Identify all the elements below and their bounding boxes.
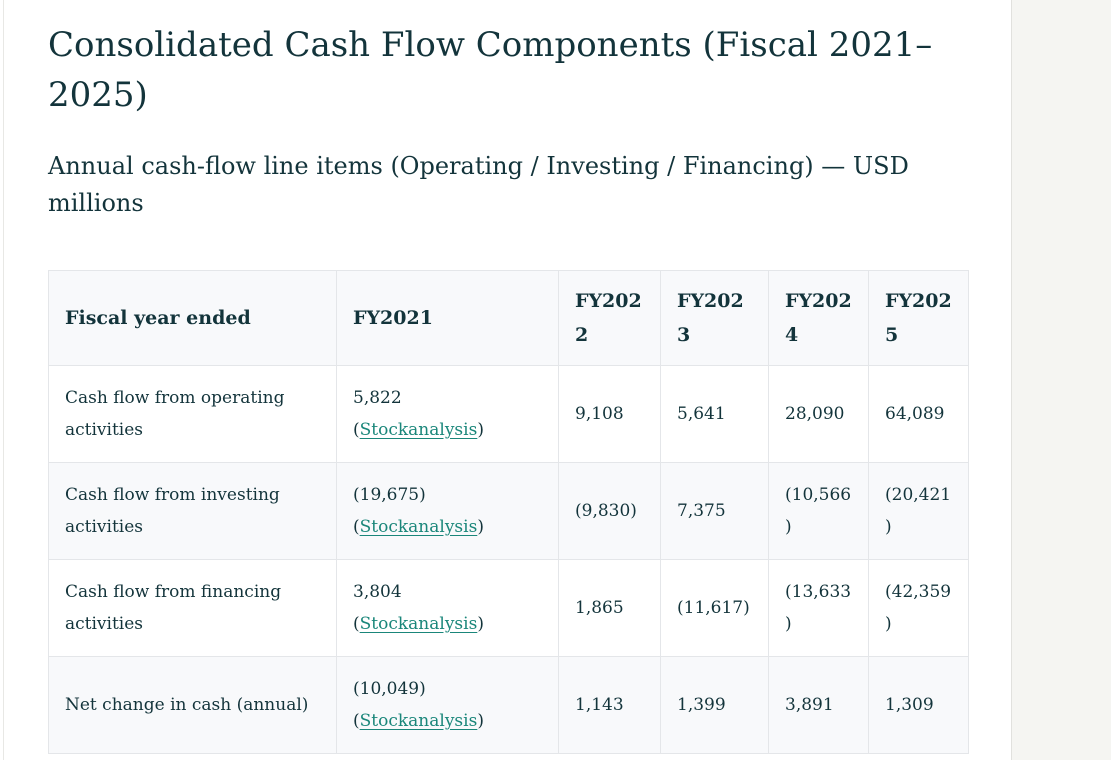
col-header-fy2021: FY2021 <box>336 270 559 366</box>
cell-fy2021: (19,675) (Stockanalysis) <box>336 462 559 560</box>
paren-close: ) <box>477 420 484 440</box>
cell-fy2023: 1,399 <box>660 656 769 754</box>
stockanalysis-link[interactable]: Stockanalysis <box>359 711 478 731</box>
cell-fy2025: 64,089 <box>868 365 969 463</box>
cell-value: 5,822 <box>353 388 402 408</box>
cell-fy2025: 1,309 <box>868 656 969 754</box>
row-investing: Cash flow from investing activities (19,… <box>48 462 969 560</box>
table-header-row: Fiscal year ended FY2021 FY2022 FY2023 F… <box>48 270 969 366</box>
stockanalysis-link[interactable]: Stockanalysis <box>359 614 478 634</box>
cell-fy2023: 7,375 <box>660 462 769 560</box>
cell-label: Cash flow from investing activities <box>48 462 337 560</box>
stockanalysis-link[interactable]: Stockanalysis <box>359 517 478 537</box>
col-header-fy2024: FY2024 <box>768 270 869 366</box>
row-net-change: Net change in cash (annual) (10,049) (St… <box>48 656 969 754</box>
cell-label: Cash flow from operating activities <box>48 365 337 463</box>
col-header-fy2025: FY2025 <box>868 270 969 366</box>
paren-open: ( <box>353 517 360 537</box>
cell-fy2023: 5,641 <box>660 365 769 463</box>
cell-source: (Stockanalysis) <box>353 705 542 737</box>
row-operating: Cash flow from operating activities 5,82… <box>48 365 969 463</box>
cell-fy2021: 5,822 (Stockanalysis) <box>336 365 559 463</box>
page-subtitle: Annual cash-flow line items (Operating /… <box>48 152 909 217</box>
cell-source: (Stockanalysis) <box>353 511 542 543</box>
cell-label: Cash flow from financing activities <box>48 559 337 657</box>
paren-open: ( <box>353 614 360 634</box>
col-header-fiscal-year-ended: Fiscal year ended <box>48 270 337 366</box>
cell-fy2024: (10,566) <box>768 462 869 560</box>
cell-value: (10,049) <box>353 679 426 699</box>
cell-fy2024: 28,090 <box>768 365 869 463</box>
cell-fy2021: (10,049) (Stockanalysis) <box>336 656 559 754</box>
cell-source: (Stockanalysis) <box>353 608 542 640</box>
cell-value: (19,675) <box>353 485 426 505</box>
cashflow-table: Fiscal year ended FY2021 FY2022 FY2023 F… <box>48 270 969 754</box>
paren-close: ) <box>477 517 484 537</box>
paren-open: ( <box>353 711 360 731</box>
cell-fy2023: (11,617) <box>660 559 769 657</box>
col-header-fy2023: FY2023 <box>660 270 769 366</box>
cell-fy2021: 3,804 (Stockanalysis) <box>336 559 559 657</box>
cell-fy2025: (20,421) <box>868 462 969 560</box>
pane-left-border <box>3 0 4 760</box>
cell-value: 3,804 <box>353 582 402 602</box>
cell-fy2022: (9,830) <box>558 462 661 560</box>
paren-close: ) <box>477 711 484 731</box>
page-right-gutter <box>1011 0 1111 760</box>
document-content: Consolidated Cash Flow Components (Fisca… <box>48 0 969 754</box>
cell-label: Net change in cash (annual) <box>48 656 337 754</box>
col-header-fy2022: FY2022 <box>558 270 661 366</box>
cell-fy2022: 1,143 <box>558 656 661 754</box>
cell-fy2022: 9,108 <box>558 365 661 463</box>
cell-fy2022: 1,865 <box>558 559 661 657</box>
cell-fy2024: 3,891 <box>768 656 869 754</box>
cell-source: (Stockanalysis) <box>353 414 542 446</box>
paren-open: ( <box>353 420 360 440</box>
cell-fy2024: (13,633) <box>768 559 869 657</box>
page-title: Consolidated Cash Flow Components (Fisca… <box>48 25 933 115</box>
row-financing: Cash flow from financing activities 3,80… <box>48 559 969 657</box>
stockanalysis-link[interactable]: Stockanalysis <box>359 420 478 440</box>
paren-close: ) <box>477 614 484 634</box>
cell-fy2025: (42,359) <box>868 559 969 657</box>
